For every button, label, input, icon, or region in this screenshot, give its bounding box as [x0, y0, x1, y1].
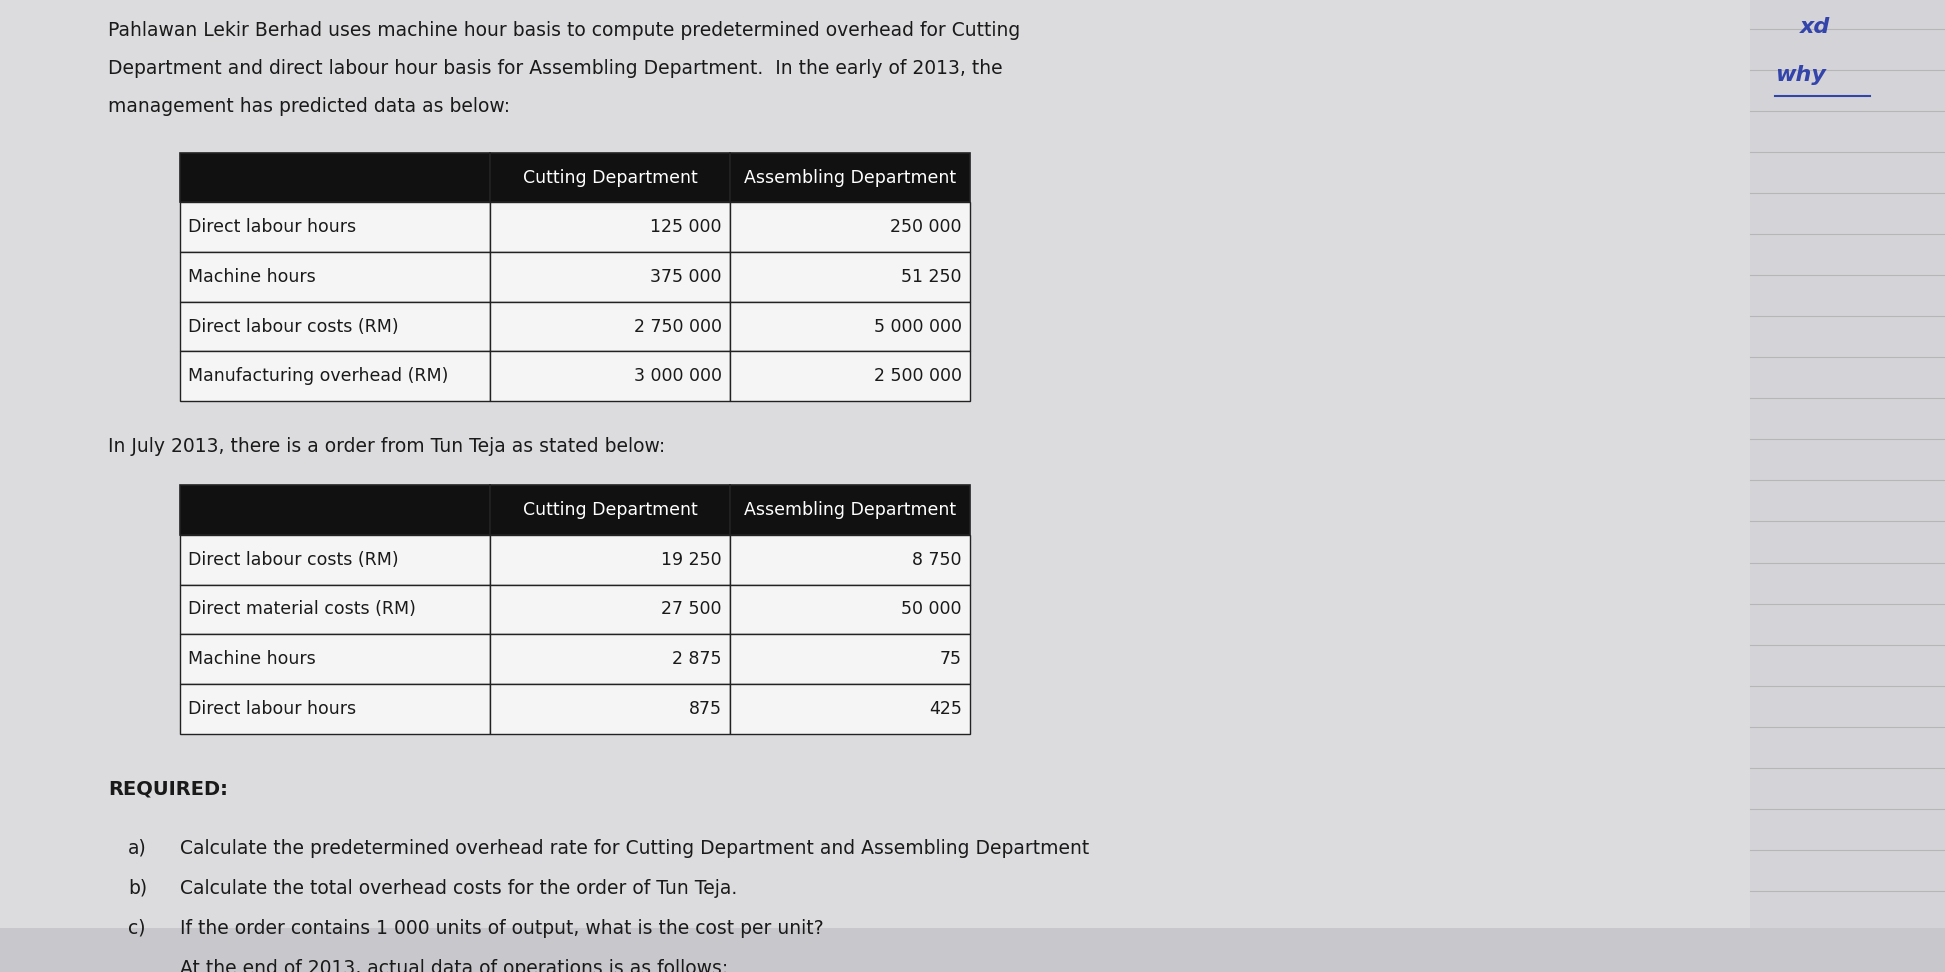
Text: In July 2013, there is a order from Tun Teja as stated below:: In July 2013, there is a order from Tun … — [109, 437, 665, 457]
Text: Pahlawan Lekir Berhad uses machine hour basis to compute predetermined overhead : Pahlawan Lekir Berhad uses machine hour … — [109, 21, 1021, 40]
Bar — [490, 252, 729, 302]
Text: why: why — [1776, 65, 1826, 85]
Text: Assembling Department: Assembling Department — [743, 501, 957, 519]
Bar — [490, 302, 729, 352]
Text: Calculate the predetermined overhead rate for Cutting Department and Assembling : Calculate the predetermined overhead rat… — [181, 839, 1089, 857]
Text: 425: 425 — [930, 700, 963, 717]
Bar — [729, 302, 971, 352]
Text: Direct labour costs (RM): Direct labour costs (RM) — [189, 318, 399, 335]
Bar — [490, 584, 729, 634]
Text: 3 000 000: 3 000 000 — [634, 367, 722, 385]
Text: 8 750: 8 750 — [912, 551, 963, 569]
Text: management has predicted data as below:: management has predicted data as below: — [109, 97, 510, 117]
Text: Machine hours: Machine hours — [189, 650, 315, 668]
Text: Calculate the total overhead costs for the order of Tun Teja.: Calculate the total overhead costs for t… — [181, 879, 737, 898]
Text: Machine hours: Machine hours — [189, 268, 315, 286]
Text: 5 000 000: 5 000 000 — [873, 318, 963, 335]
Text: Department and direct labour hour basis for Assembling Department.  In the early: Department and direct labour hour basis … — [109, 59, 1002, 78]
Bar — [729, 584, 971, 634]
Bar — [490, 153, 729, 202]
Text: Cutting Department: Cutting Department — [523, 501, 698, 519]
Text: 875: 875 — [689, 700, 722, 717]
Text: 75: 75 — [939, 650, 963, 668]
Text: 125 000: 125 000 — [650, 219, 722, 236]
Text: Direct labour hours: Direct labour hours — [189, 700, 356, 717]
Text: 2 875: 2 875 — [673, 650, 722, 668]
Bar — [729, 634, 971, 684]
Bar — [490, 485, 729, 535]
Bar — [729, 252, 971, 302]
Bar — [490, 684, 729, 734]
Text: REQUIRED:: REQUIRED: — [109, 780, 228, 798]
Bar — [181, 485, 490, 535]
Text: Direct labour costs (RM): Direct labour costs (RM) — [189, 551, 399, 569]
Bar — [181, 153, 490, 202]
Text: 50 000: 50 000 — [901, 601, 963, 618]
Bar — [729, 202, 971, 252]
Text: If the order contains 1 000 units of output, what is the cost per unit?: If the order contains 1 000 units of out… — [181, 919, 823, 938]
Text: c): c) — [128, 919, 146, 938]
Text: Assembling Department: Assembling Department — [743, 169, 957, 187]
Text: 2 750 000: 2 750 000 — [634, 318, 722, 335]
Text: 2 500 000: 2 500 000 — [873, 367, 963, 385]
Text: 27 500: 27 500 — [661, 601, 722, 618]
Bar — [181, 584, 490, 634]
Text: 375 000: 375 000 — [650, 268, 722, 286]
Bar — [490, 202, 729, 252]
Bar — [729, 485, 971, 535]
Text: Manufacturing overhead (RM): Manufacturing overhead (RM) — [189, 367, 449, 385]
Text: 51 250: 51 250 — [901, 268, 963, 286]
Text: xd: xd — [1799, 17, 1830, 37]
Text: At the end of 2013, actual data of operations is as follows:: At the end of 2013, actual data of opera… — [181, 959, 727, 972]
Text: 19 250: 19 250 — [661, 551, 722, 569]
Bar — [729, 153, 971, 202]
Bar — [490, 535, 729, 584]
Bar — [181, 634, 490, 684]
Bar — [490, 352, 729, 401]
Bar — [181, 684, 490, 734]
Bar — [729, 535, 971, 584]
Text: b): b) — [128, 879, 148, 898]
Bar — [729, 352, 971, 401]
Bar — [181, 252, 490, 302]
Bar — [181, 202, 490, 252]
Text: a): a) — [128, 839, 146, 857]
Bar — [490, 634, 729, 684]
Bar — [729, 684, 971, 734]
Text: Direct material costs (RM): Direct material costs (RM) — [189, 601, 416, 618]
Text: Direct labour hours: Direct labour hours — [189, 219, 356, 236]
Text: 250 000: 250 000 — [891, 219, 963, 236]
Bar — [181, 302, 490, 352]
Bar — [181, 535, 490, 584]
Text: Cutting Department: Cutting Department — [523, 169, 698, 187]
Bar — [181, 352, 490, 401]
Bar — [0, 0, 1750, 928]
